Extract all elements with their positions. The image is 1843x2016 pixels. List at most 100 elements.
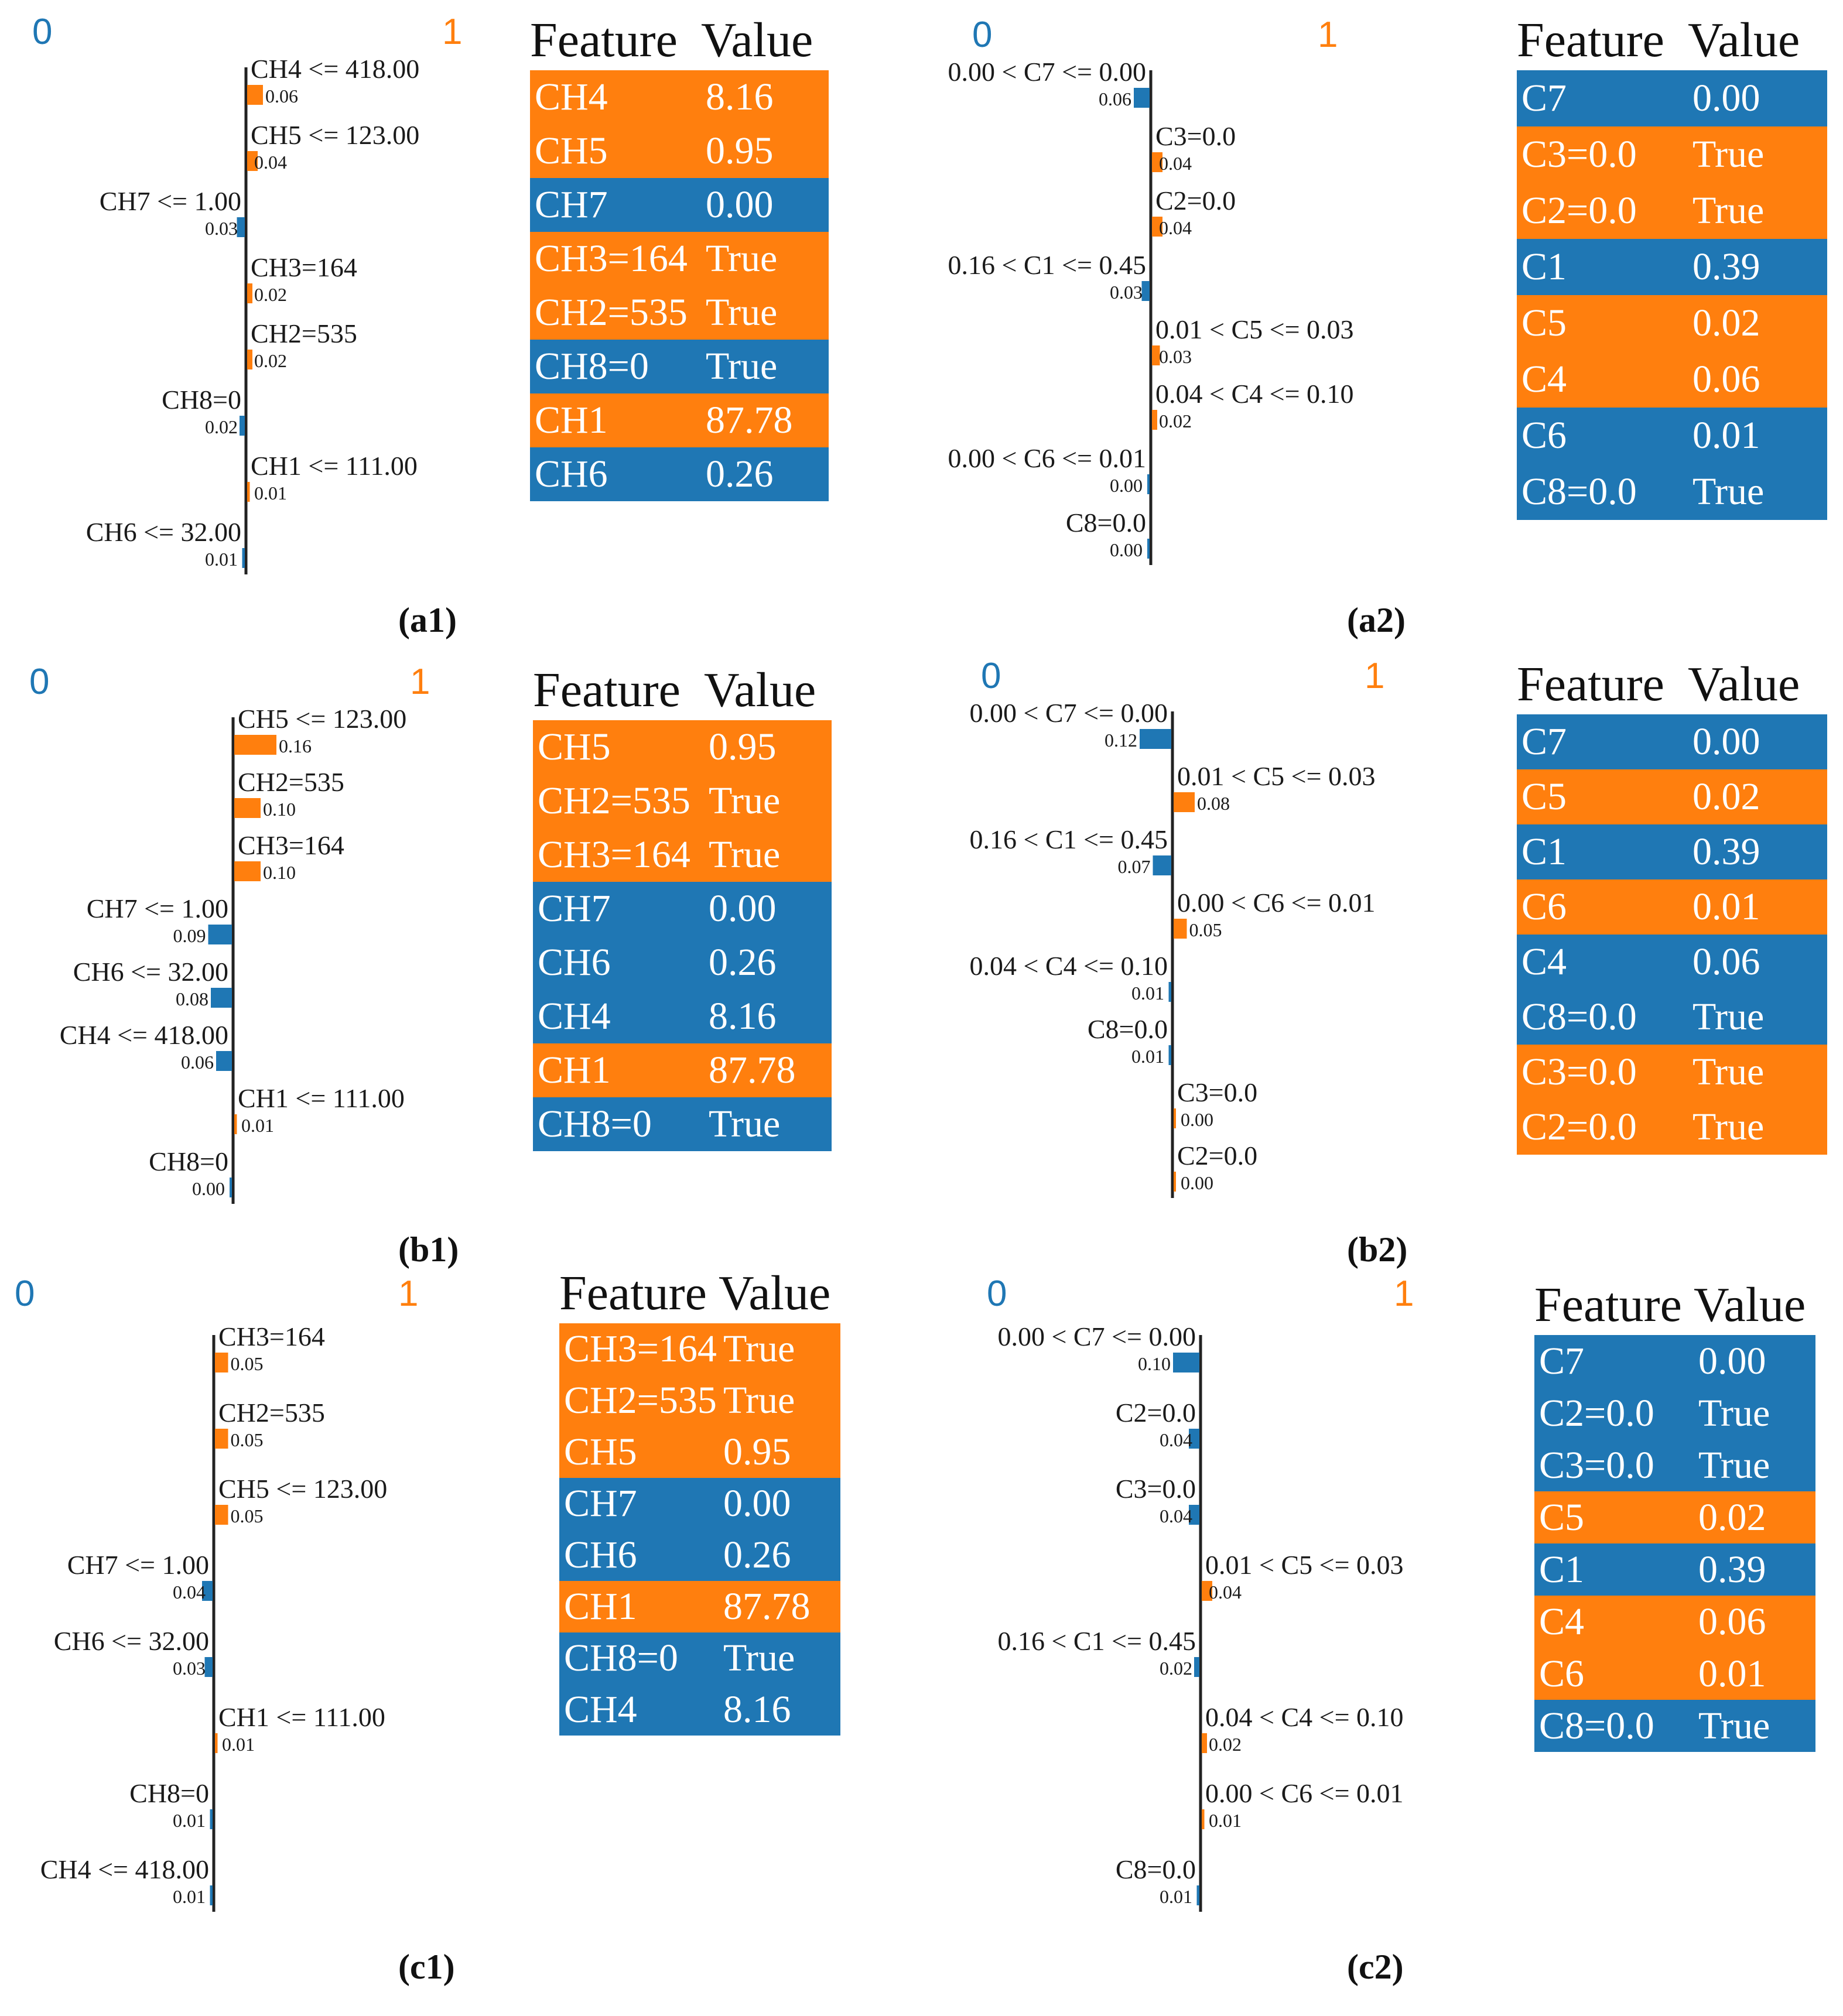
bar-chart-a2: 0 10.00 < C7 <= 0.000.06C3=0.00.04C2=0.00… (948, 15, 1354, 565)
table-row: CH6 0.26 (533, 936, 832, 990)
bar-value-label-0: 0.10 (1138, 1353, 1171, 1374)
bar-label-3: 0.16 < C1 <= 0.45 (948, 250, 1146, 280)
bar-1 (234, 798, 261, 818)
table-row: CH4 8.16 (530, 70, 829, 124)
bar-label-5: C8=0.0 (1088, 1014, 1168, 1044)
table-row: CH5 0.95 (533, 720, 832, 774)
table-cell-value: True (706, 345, 778, 388)
bar-label-2: CH5 <= 123.00 (218, 1474, 387, 1504)
bar-label-1: CH5 <= 123.00 (251, 120, 419, 150)
table-header: Feature Value (1517, 12, 1827, 70)
bar-chart-c2: 0 10.00 < C7 <= 0.000.10C2=0.00.04C3=0.00… (987, 1274, 1414, 1912)
table-cell-value: 0.00 (723, 1482, 791, 1525)
bar-0 (1134, 88, 1150, 108)
table-row: CH1 87.78 (559, 1581, 840, 1632)
table-cell-feature: CH8=0 (564, 1637, 678, 1679)
table-cell-feature: CH4 (535, 76, 608, 118)
bar-chart-b2: 0 1 0.00 < C7 <= 0.000.12 0.01 < C5 <= 0.03… (969, 656, 1384, 1198)
bar-label-3: CH7 <= 1.00 (87, 894, 228, 923)
table-row: C2=0.0 True (1534, 1387, 1815, 1439)
table-row: C1 0.39 (1517, 239, 1827, 295)
panel-caption: (b1) (398, 1230, 459, 1269)
table-cell-value: True (1692, 133, 1765, 176)
bar-label-1: C2=0.0 (1116, 1398, 1196, 1428)
table-header-feature: Feature (1517, 13, 1664, 67)
bar-label-6: C3=0.0 (1177, 1077, 1257, 1107)
table-cell-value: 0.01 (1692, 414, 1760, 457)
table-cell-feature: C7 (1521, 720, 1567, 763)
bar-value-label-6: 0.01 (254, 482, 287, 504)
table-cell-feature: C4 (1521, 358, 1567, 401)
table-row: CH7 0.00 (530, 178, 829, 232)
bar-value-label-5: 0.02 (1159, 410, 1192, 432)
table-row: CH8=0 True (533, 1097, 832, 1151)
bar-label-5: 0.04 < C4 <= 0.10 (1205, 1702, 1404, 1732)
table-row: C4 0.06 (1517, 351, 1827, 408)
table-row: C6 0.01 (1517, 879, 1827, 935)
bar-label-0: 0.00 < C7 <= 0.00 (969, 698, 1168, 728)
table-cell-feature: C8=0.0 (1521, 995, 1637, 1038)
table-cell-value: True (709, 779, 781, 822)
bar-7 (210, 1885, 213, 1905)
bar-chart-a1: 0 1 CH4 <= 418.000.06 CH5 <= 123.000.04 CH7 … (32, 12, 462, 574)
table-cell-value: 0.00 (1692, 720, 1760, 763)
bar-2 (1152, 217, 1162, 237)
bar-value-label-4: 0.02 (254, 350, 287, 371)
bar-value-label-0: 0.06 (1099, 88, 1131, 109)
table-cell-value: True (723, 1637, 795, 1679)
table-row: C2=0.0 True (1517, 183, 1827, 239)
bar-value-label-2: 0.04 (1160, 1505, 1192, 1526)
bar-label-6: CH8=0 (129, 1778, 209, 1808)
table-cell-feature: C7 (1539, 1340, 1585, 1382)
table-cell-value: 0.39 (1692, 245, 1760, 288)
table-cell-value: 0.00 (1698, 1340, 1766, 1382)
table-row: C8=0.0 True (1534, 1700, 1815, 1752)
bar-0 (234, 735, 276, 755)
bar-value-label-0: 0.16 (279, 735, 312, 757)
bar-3 (247, 283, 252, 303)
table-cell-value: 0.02 (1692, 775, 1760, 818)
table-cell-feature: CH2=535 (538, 779, 690, 822)
table-row: CH1 87.78 (533, 1043, 832, 1097)
table-row: C3=0.0 True (1517, 126, 1827, 183)
table-cell-feature: CH3=164 (535, 237, 688, 280)
bar-label-1: C3=0.0 (1155, 121, 1236, 151)
table-cell-feature: C6 (1521, 414, 1567, 457)
table-cell-value: 0.01 (1698, 1652, 1766, 1695)
table-row: CH2=535 True (530, 286, 829, 340)
table-header: Feature Value (533, 662, 832, 720)
bar-3 (1202, 1581, 1212, 1601)
bar-6 (247, 482, 250, 502)
table-row: C4 0.06 (1534, 1596, 1815, 1648)
table-cell-value: True (1692, 1105, 1765, 1148)
table-cell-value: 0.39 (1692, 830, 1760, 873)
bar-6 (1174, 1108, 1176, 1128)
bar-label-2: CH7 <= 1.00 (100, 186, 241, 216)
table-cell-feature: C3=0.0 (1521, 133, 1637, 176)
class-label-0: 0 (15, 1274, 35, 1314)
bar-label-4: CH2=535 (251, 319, 357, 348)
table-cell-feature: CH6 (538, 941, 611, 984)
bar-1 (1189, 1429, 1199, 1449)
table-cell-value: 0.00 (706, 183, 774, 226)
bar-0 (215, 1353, 228, 1372)
table-cell-value: True (1692, 1050, 1765, 1093)
bar-2 (234, 861, 261, 881)
table-row: C1 0.39 (1534, 1543, 1815, 1596)
table-cell-feature: CH8=0 (535, 345, 649, 388)
bar-5 (1202, 1733, 1207, 1753)
bar-2 (1189, 1505, 1199, 1525)
bar-label-4: 0.16 < C1 <= 0.45 (997, 1626, 1196, 1656)
table-cell-feature: C2=0.0 (1539, 1392, 1654, 1435)
bar-value-label-1: 0.08 (1197, 793, 1230, 814)
table-cell-feature: CH2=535 (535, 291, 688, 334)
table-row: CH8=0 True (559, 1632, 840, 1684)
table-cell-value: 8.16 (723, 1688, 791, 1731)
table-header-feature: Feature (1517, 657, 1664, 711)
class-label-0: 0 (981, 656, 1001, 696)
table-cell-feature: C1 (1539, 1548, 1585, 1591)
table-header-value: Value (701, 13, 813, 67)
table-cell-value: 0.95 (706, 129, 774, 172)
table-cell-feature: CH3=164 (538, 833, 690, 876)
bar-value-label-6: 0.00 (1110, 475, 1143, 496)
